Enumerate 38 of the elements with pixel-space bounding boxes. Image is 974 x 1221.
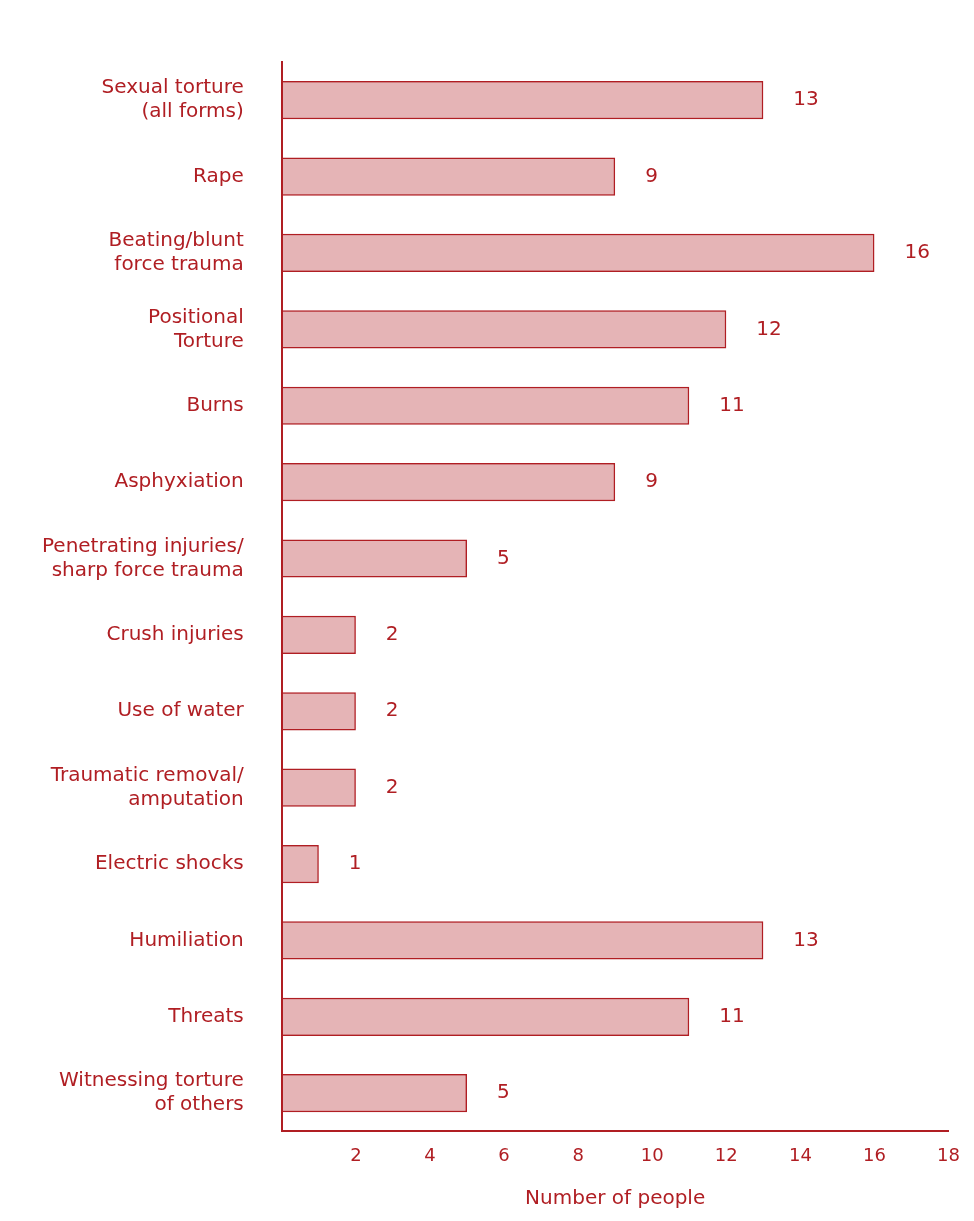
- data-label: 11: [719, 391, 745, 416]
- x-tick-label: 8: [572, 1143, 584, 1165]
- x-axis-title: Number of people: [525, 1185, 706, 1210]
- y-tick-label: Rape: [193, 162, 244, 187]
- data-label: 13: [793, 926, 819, 951]
- y-tick-label: Electric shocks: [94, 850, 244, 875]
- y-tick-label: Humiliation: [129, 926, 244, 951]
- data-label: 9: [645, 162, 658, 187]
- y-tick-label: Witnessing torture of others: [59, 1067, 244, 1116]
- data-label: 16: [904, 239, 930, 264]
- y-tick-label: Penetrating injuries/ sharp force trauma: [41, 532, 245, 581]
- x-tick-label: 6: [498, 1143, 510, 1165]
- data-label: 5: [497, 1079, 510, 1104]
- x-tick-label: 2: [350, 1143, 362, 1165]
- y-tick-label: Beating/blunt force trauma: [108, 227, 244, 276]
- y-tick-label: Crush injuries: [106, 621, 244, 646]
- y-tick-label: Use of water: [117, 697, 245, 722]
- data-label: 2: [385, 621, 399, 646]
- data-label: 1: [348, 850, 362, 875]
- data-label: 2: [385, 773, 399, 798]
- x-tick-label: 14: [788, 1143, 812, 1165]
- data-label: 2: [385, 697, 399, 722]
- data-label: 13: [793, 86, 819, 111]
- x-tick-label: 12: [714, 1143, 738, 1165]
- data-label: 11: [719, 1003, 745, 1028]
- y-tick-label: Traumatic removal/ amputation: [49, 761, 245, 810]
- x-tick-label: 4: [424, 1143, 436, 1165]
- data-label: 12: [756, 315, 782, 340]
- y-tick-label: Positional Torture: [148, 303, 244, 352]
- y-tick-label: Burns: [186, 391, 244, 416]
- y-tick-label: Threats: [167, 1003, 244, 1028]
- y-tick-label: Sexual torture (all forms): [101, 74, 244, 123]
- y-tick-label: Asphyxiation: [114, 468, 244, 493]
- x-tick-label: 16: [863, 1143, 886, 1165]
- data-label: 5: [497, 544, 510, 569]
- x-tick-label: 10: [640, 1143, 664, 1165]
- data-label: 9: [645, 468, 658, 493]
- x-tick-label: 18: [937, 1143, 960, 1165]
